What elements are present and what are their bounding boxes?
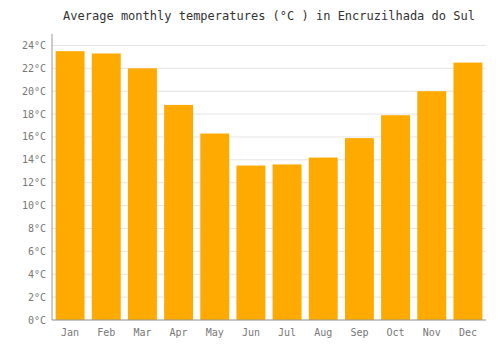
- y-axis-line: [52, 34, 53, 320]
- y-tick-label: 24°C: [22, 40, 46, 51]
- x-tick-label: Aug: [314, 327, 332, 338]
- bar: [309, 158, 338, 320]
- y-tick-label: 14°C: [22, 154, 46, 165]
- bar: [56, 51, 85, 320]
- x-tick-label: Oct: [387, 327, 405, 338]
- x-tick-label: Jul: [278, 327, 296, 338]
- bar: [128, 68, 157, 320]
- x-tick-label: Dec: [459, 327, 477, 338]
- x-tick-label: Jan: [61, 327, 79, 338]
- bar: [273, 164, 302, 320]
- y-tick-label: 8°C: [28, 223, 46, 234]
- x-tick-label: May: [206, 327, 224, 338]
- grid: [52, 45, 486, 320]
- bar: [453, 63, 482, 320]
- grid-line: [52, 45, 486, 46]
- bar: [92, 53, 121, 320]
- y-tick-label: 18°C: [22, 109, 46, 120]
- x-axis-line: [52, 320, 486, 321]
- x-tick-label: Nov: [423, 327, 441, 338]
- bars: [56, 51, 483, 320]
- y-tick-label: 20°C: [22, 86, 46, 97]
- bar: [164, 105, 193, 320]
- bar: [417, 91, 446, 320]
- y-axis: 0°C 2°C 4°C 6°C 8°C 10°C 12°C 14°C 16°C 18°C 20°C 2…: [22, 40, 46, 326]
- y-tick-label: 2°C: [28, 292, 46, 303]
- bar: [381, 115, 410, 320]
- bar: [236, 166, 265, 320]
- y-tick-label: 4°C: [28, 269, 46, 280]
- x-tick-label: Mar: [133, 327, 151, 338]
- x-tick-label: Feb: [97, 327, 115, 338]
- title: Average monthly temperatures (°C ) in En…: [63, 9, 475, 23]
- grid-line: [52, 320, 486, 321]
- y-tick-label: 12°C: [22, 177, 46, 188]
- y-tick-label: 16°C: [22, 131, 46, 142]
- bar: [345, 138, 374, 320]
- y-tick-label: 10°C: [22, 200, 46, 211]
- y-tick-label: 0°C: [28, 315, 46, 326]
- x-tick-label: Jun: [242, 327, 260, 338]
- chart: Average monthly temperatures (°C ) in En…: [0, 0, 500, 350]
- y-tick-label: 6°C: [28, 246, 46, 257]
- bar: [200, 134, 229, 320]
- x-axis: Jan Feb Mar Apr May Jun Jul Aug Sep Oct Nov Dec: [61, 327, 477, 338]
- y-tick-label: 22°C: [22, 63, 46, 74]
- x-tick-label: Apr: [170, 327, 188, 338]
- x-tick-label: Sep: [350, 327, 368, 338]
